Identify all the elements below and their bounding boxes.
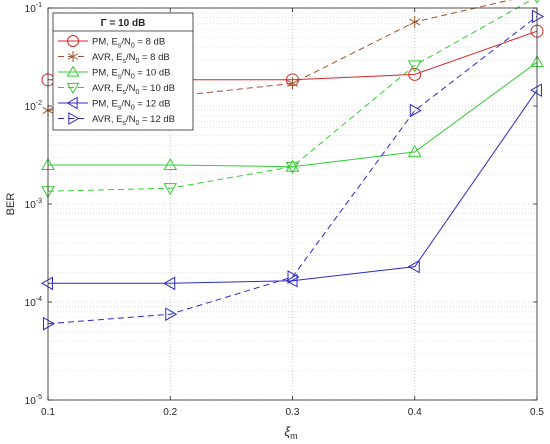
series-line: [48, 61, 538, 168]
x-tick-label: 0.3: [286, 407, 300, 418]
data-point: [407, 144, 422, 157]
y-tick-label: 10-2: [25, 100, 42, 113]
legend-entry: AVR, Es/N0 = 8 dB: [58, 51, 170, 65]
legend-marker: [67, 51, 79, 62]
data-point-stroke: [287, 79, 298, 87]
legend-marker: [68, 112, 80, 125]
data-point: [163, 157, 178, 171]
y-tick-label: 10-3: [25, 198, 42, 211]
data-point: [285, 161, 300, 174]
x-tick-label: 0.5: [530, 407, 544, 418]
x-axis-label: ξm: [284, 424, 297, 441]
x-axis-label-sub: m: [290, 431, 298, 441]
y-tick-label: 10-1: [25, 2, 42, 15]
y-tick-label: 10-4: [25, 296, 42, 309]
legend-label: PM, Es/N0 = 12 dB: [92, 99, 170, 112]
legend-marker: [67, 35, 79, 47]
legend-title: Γ = 10 dB: [101, 18, 146, 29]
legend: Γ = 10 dB PM, Es/N0 = 8 dB AVR, Es/N0 = 8 …: [52, 12, 194, 131]
data-point: [285, 273, 298, 288]
axes: 10-5 10-4 10-3 10-2 10-1 0.1 0.2 0.3 0.4 0.5: [25, 2, 545, 418]
x-tick-label: 0.2: [163, 407, 177, 418]
legend-label: AVR, Es/N0 = 10 dB: [92, 83, 175, 96]
legend-entry: PM, Es/N0 = 8 dB: [58, 35, 165, 50]
data-point: [409, 15, 421, 28]
series-line: [47, 0, 533, 192]
data-point: [532, 9, 545, 24]
legend-marker-stroke: [67, 53, 79, 60]
legend-marker: [66, 96, 78, 110]
legend-label: AVR, Es/N0 = 8 dB: [92, 52, 170, 65]
legend-label: PM, Es/N0 = 10 dB: [92, 68, 170, 81]
data-point: [409, 103, 422, 118]
data-point: [163, 276, 176, 291]
data-point: [287, 77, 298, 90]
data-point: [407, 259, 420, 274]
y-tick-label: 10-5: [25, 394, 42, 407]
data-point: [529, 83, 542, 98]
data-point: [285, 159, 300, 172]
legend-label: PM, Es/N0 = 8 dB: [92, 37, 165, 50]
series-line: [47, 16, 538, 325]
x-tick-label: 0.4: [408, 407, 422, 418]
data-point-stroke: [409, 18, 421, 26]
data-point: [287, 270, 300, 284]
data-point: [534, 0, 540, 4]
series-6: [43, 9, 545, 331]
x-tick-label: 0.1: [41, 407, 55, 418]
legend-entry: PM, Es/N0 = 10 dB: [58, 65, 170, 81]
legend-label: AVR, Es/N0 = 12 dB: [92, 114, 175, 127]
legend-entry: PM, Es/N0 = 12 dB: [58, 96, 170, 112]
data-point: [408, 67, 422, 81]
legend-entry: AVR, Es/N0 = 12 dB: [58, 112, 175, 127]
x-axis-label-main: ξ: [284, 424, 291, 439]
legend-marker: [66, 65, 80, 77]
legend-marker: [66, 82, 80, 95]
data-point: [165, 307, 178, 322]
data-point: [43, 316, 56, 331]
legend-entry: AVR, Es/N0 = 10 dB: [58, 82, 175, 96]
data-point: [40, 276, 53, 291]
data-point: [163, 183, 178, 196]
y-axis-label: BER: [5, 193, 17, 216]
data-point: [407, 60, 422, 73]
